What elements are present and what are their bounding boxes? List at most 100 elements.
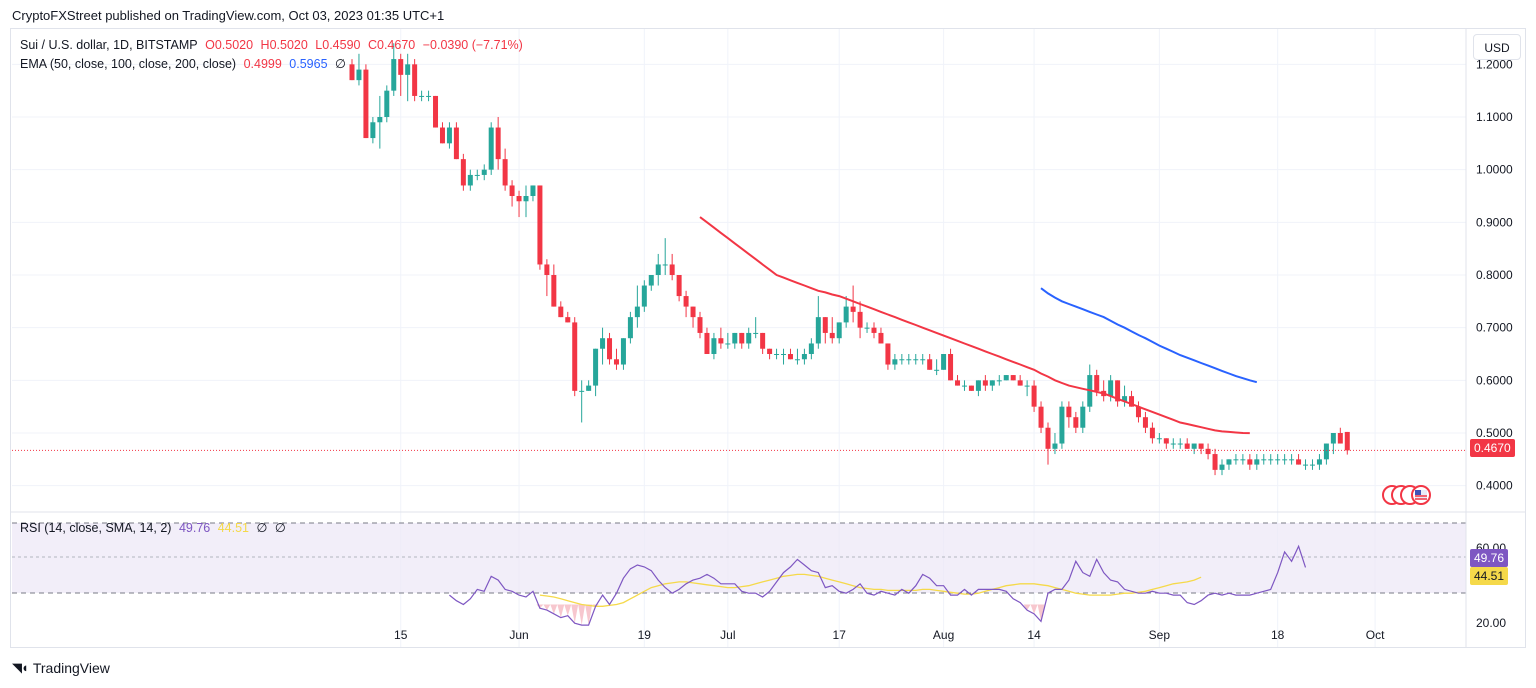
candle-body xyxy=(843,306,849,323)
candle-body xyxy=(1163,438,1169,444)
candle-body xyxy=(968,385,974,391)
candle-body xyxy=(1115,380,1121,402)
candle-body xyxy=(446,127,452,144)
candle xyxy=(1289,454,1295,465)
candle xyxy=(725,332,731,349)
rsi-line xyxy=(449,544,1307,626)
candle-body xyxy=(885,343,891,365)
candle xyxy=(1149,422,1155,444)
candle xyxy=(1080,401,1086,433)
candle-body xyxy=(787,354,793,360)
candle-body xyxy=(1261,459,1267,461)
rsi-oversold-fill xyxy=(536,604,1045,626)
candle xyxy=(1066,401,1072,428)
candle xyxy=(1198,443,1204,455)
candle-body xyxy=(655,264,661,275)
candle xyxy=(1073,411,1079,433)
ema100-line xyxy=(1040,287,1258,384)
candle xyxy=(1156,433,1162,444)
candle xyxy=(600,327,606,365)
symbol-label[interactable]: Sui / U.S. dollar, 1D, BITSTAMP xyxy=(20,38,198,52)
candle xyxy=(370,117,376,144)
candle xyxy=(1309,459,1315,470)
candle-body xyxy=(864,327,870,329)
candle xyxy=(579,380,585,423)
candle-body xyxy=(384,90,390,117)
rsi-label[interactable]: RSI (14, close, SMA, 14, 2) xyxy=(20,521,172,535)
candle xyxy=(398,53,404,96)
candle xyxy=(1219,459,1225,476)
candle xyxy=(961,380,967,391)
candle xyxy=(913,354,919,365)
low-value: L0.4590 xyxy=(315,38,361,52)
candle-body xyxy=(509,185,515,196)
candle-body xyxy=(941,354,947,370)
candle-body xyxy=(857,311,863,328)
candle xyxy=(502,148,508,191)
candle-body xyxy=(948,354,954,381)
rsi-ma-value-tag: 44.51 xyxy=(1470,567,1509,585)
candle xyxy=(551,264,557,307)
candle xyxy=(996,375,1002,386)
candle xyxy=(885,343,891,370)
candle-body xyxy=(363,69,369,139)
candle-body xyxy=(1198,443,1204,449)
candle-body xyxy=(1059,406,1065,444)
candle xyxy=(474,169,480,181)
candle xyxy=(613,348,619,370)
publisher-line: CryptoFXStreet published on TradingView.… xyxy=(12,8,445,23)
candle xyxy=(1115,380,1121,407)
candle-body xyxy=(899,359,905,361)
ema-label[interactable]: EMA (50, close, 100, close, 200, close) xyxy=(20,57,237,71)
candle xyxy=(1024,380,1030,397)
price-tick-label: 1.2000 xyxy=(1476,57,1513,71)
candle xyxy=(690,306,696,328)
candle-body xyxy=(892,359,898,365)
candle xyxy=(808,338,814,360)
candle xyxy=(1268,454,1274,465)
currency-button[interactable]: USD xyxy=(1473,34,1521,60)
price-tick-label: 0.4000 xyxy=(1476,479,1513,493)
candle xyxy=(1191,443,1197,455)
candle xyxy=(1122,385,1128,407)
candle xyxy=(620,338,626,370)
candle xyxy=(530,185,536,202)
candle-body xyxy=(913,359,919,361)
candle-body xyxy=(565,317,571,323)
candle-body xyxy=(433,95,439,128)
candle xyxy=(1226,459,1232,470)
candle xyxy=(899,354,905,365)
candle-body xyxy=(961,385,967,387)
candle-body xyxy=(502,159,508,186)
candle-body xyxy=(1122,396,1128,402)
candle xyxy=(558,301,564,318)
candle-body xyxy=(405,64,411,75)
candle-body xyxy=(1289,459,1295,461)
candle-body xyxy=(453,127,459,160)
candle xyxy=(384,85,390,123)
candle xyxy=(565,311,571,323)
candle xyxy=(1330,433,1336,455)
price-tick-label: 0.9000 xyxy=(1476,215,1513,229)
time-tick-label: 18 xyxy=(1271,628,1285,642)
candle xyxy=(1254,454,1260,470)
candle xyxy=(1282,454,1288,465)
candle-body xyxy=(1191,443,1197,449)
candle xyxy=(892,354,898,370)
candle xyxy=(426,90,432,102)
candle-body xyxy=(648,275,654,286)
candle xyxy=(927,354,933,370)
candle-body xyxy=(662,264,668,266)
candle-body xyxy=(1129,396,1135,407)
last-price-tag: 0.4670 xyxy=(1470,439,1515,457)
tradingview-logo[interactable]: ◥◖ TradingView xyxy=(12,660,110,676)
candle xyxy=(523,185,529,218)
candle xyxy=(801,348,807,365)
candle-body xyxy=(801,354,807,360)
rsi-extra1: ∅ xyxy=(256,521,268,535)
candle-body xyxy=(794,359,800,361)
candle-body xyxy=(1094,375,1100,391)
candle-body xyxy=(683,296,689,307)
candle-body xyxy=(1080,406,1086,428)
